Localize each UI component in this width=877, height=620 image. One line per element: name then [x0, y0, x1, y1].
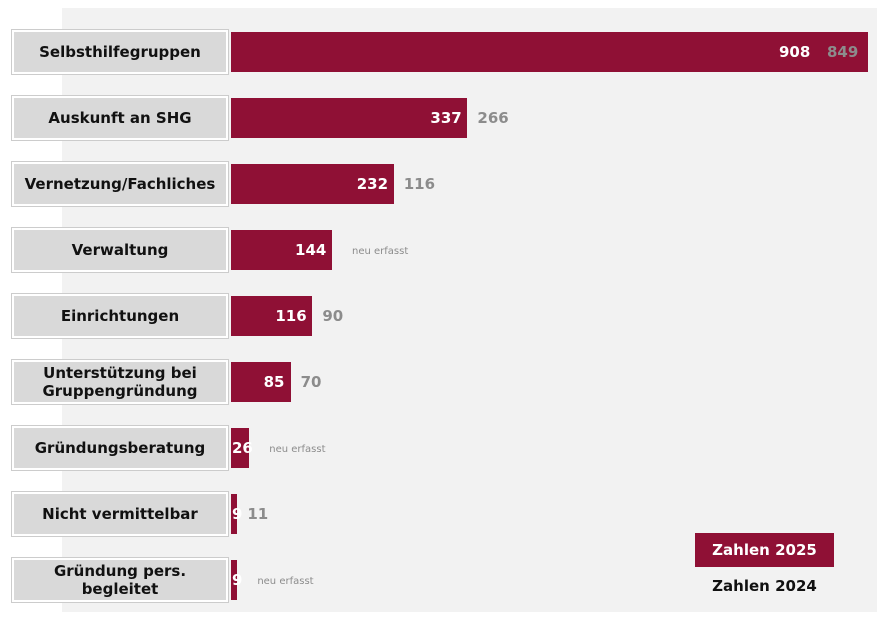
value-label-2024: 70	[300, 373, 322, 391]
value-label-2024: 266	[477, 109, 509, 127]
category-label: Einrichtungen	[12, 294, 228, 338]
category-label: Gründung pers. begleitet	[12, 558, 228, 602]
category-label: Unterstützung bei Gruppengründung	[12, 360, 228, 404]
value-label: 85	[263, 373, 285, 391]
bar	[231, 98, 468, 138]
value-label: 9	[232, 505, 243, 523]
legend-2024: Zahlen 2024	[712, 577, 817, 595]
bar	[231, 428, 250, 468]
value-label: 144	[295, 241, 327, 259]
category-label: Auskunft an SHG	[12, 96, 228, 140]
bar	[231, 230, 333, 270]
note-label: neu erfasst	[352, 246, 409, 257]
value-label-2024: 116	[403, 175, 436, 193]
category-label: Selbsthilfegruppen	[12, 30, 228, 74]
legend-2025: Zahlen 2025	[695, 533, 834, 567]
value-label: 26	[232, 439, 253, 457]
category-label: Vernetzung/Fachliches	[12, 162, 228, 206]
bar	[231, 164, 394, 204]
value-label-2024: 11	[247, 505, 269, 523]
category-label: Verwaltung	[12, 228, 228, 272]
value-label: 232	[356, 175, 389, 193]
value-label: 9	[232, 571, 243, 589]
bar	[231, 296, 313, 336]
value-label-2024: 90	[322, 307, 344, 325]
bar	[231, 362, 291, 402]
note-label: neu erfasst	[269, 444, 326, 455]
bar	[231, 560, 238, 600]
value-label: 908	[779, 43, 811, 61]
note-label: neu erfasst	[257, 576, 314, 587]
value-label: 337	[430, 109, 462, 127]
bar	[231, 494, 238, 534]
bar	[231, 32, 868, 72]
category-label: Nicht vermittelbar	[12, 492, 228, 536]
value-label: 116	[275, 307, 307, 325]
category-label: Gründungsberatung	[12, 426, 228, 470]
value-label-2024: 849	[827, 43, 859, 61]
